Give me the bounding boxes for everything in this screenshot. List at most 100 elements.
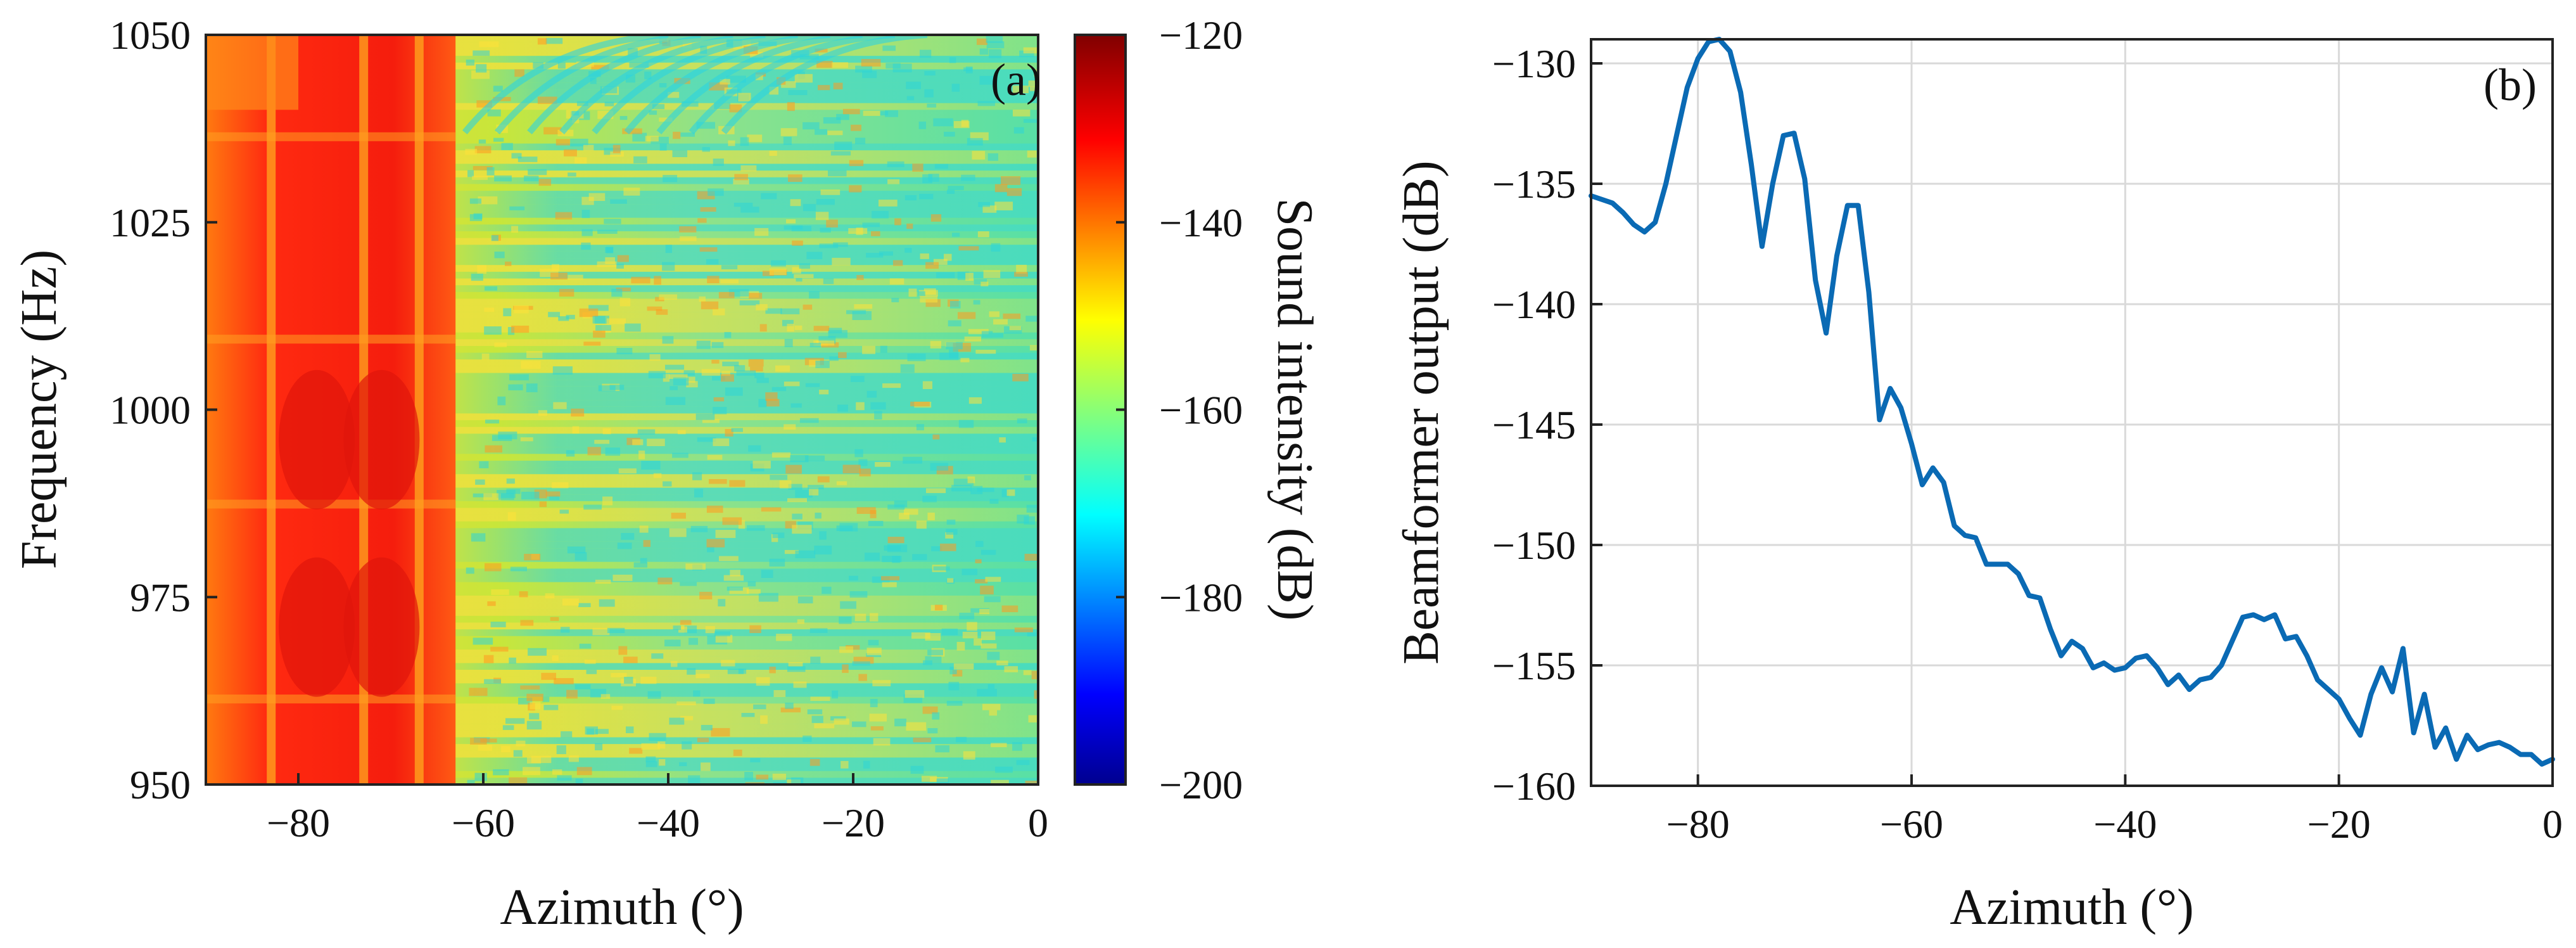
- heatmap-cell: [541, 672, 557, 680]
- heatmap-cell: [948, 186, 964, 191]
- heatmap-cell: [659, 83, 667, 87]
- heatmap-cell: [834, 718, 849, 725]
- heatmap-cell: [986, 35, 1003, 43]
- heatmap-cell: [585, 726, 598, 735]
- heatmap-cell: [721, 371, 730, 376]
- heatmap-cell: [946, 189, 955, 194]
- heatmap-cell: [953, 663, 974, 670]
- heatmap-cell: [467, 779, 475, 785]
- heatmap-cell: [949, 667, 957, 674]
- heatmap-cell: [809, 343, 822, 348]
- heatmap-cell: [850, 376, 865, 382]
- heatmap-cell: [1013, 127, 1024, 134]
- heatmap-cell: [718, 556, 739, 561]
- heatmap-cell: [733, 749, 742, 756]
- heatmap-cell: [594, 440, 610, 444]
- heatmap-cell: [862, 345, 875, 354]
- heatmap-cell: [903, 456, 923, 464]
- heatmap-cell: [662, 336, 674, 344]
- heatmap-cell: [780, 128, 797, 136]
- heatmap-cell: [776, 634, 792, 641]
- heatmap-cell: [880, 576, 899, 580]
- heatmap-cell: [465, 148, 478, 155]
- heatmap-cell: [610, 199, 627, 204]
- heatmap-cell: [680, 236, 697, 241]
- heatmap-cell: [817, 476, 830, 483]
- heatmap-cell: [680, 715, 694, 721]
- heatmap-cell: [467, 170, 474, 177]
- heatmap-cell: [659, 294, 678, 300]
- heatmap-cell: [555, 212, 573, 220]
- heatmap-cell: [633, 562, 648, 568]
- heatmap-cell: [604, 148, 621, 155]
- heatmap-cell: [553, 402, 567, 409]
- heatmap-cell: [610, 151, 624, 157]
- heatmap-cell: [494, 342, 507, 347]
- heatmap-cell: [738, 93, 751, 102]
- heatmap-cell: [706, 539, 725, 548]
- heatmap-cell: [894, 719, 907, 727]
- heatmap-cell: [750, 51, 764, 58]
- heatmap-band: [437, 474, 1038, 481]
- colorbar-tick-label: −120: [1159, 13, 1243, 58]
- heatmap-band: [437, 413, 1038, 421]
- heatmap-lobe-gap: [206, 335, 456, 344]
- heatmap-cell: [676, 701, 696, 705]
- heatmap-cell: [557, 129, 574, 137]
- heatmap-cell: [925, 262, 939, 269]
- heatmap-cell: [906, 223, 913, 229]
- heatmap-cell: [663, 175, 678, 183]
- heatmap-cell: [918, 121, 927, 129]
- heatmap-cell: [592, 316, 606, 324]
- heatmap-cell: [996, 660, 1008, 666]
- heatmap-band: [437, 467, 1038, 475]
- heatmap-cell: [542, 696, 550, 702]
- heatmap-cell: [643, 540, 650, 548]
- heatmap-cell: [669, 717, 685, 725]
- heatmap-cell: [631, 276, 650, 284]
- heatmap-cell: [668, 92, 680, 98]
- heatmap-cell: [792, 525, 812, 534]
- heatmap-band: [437, 56, 1038, 63]
- heatmap-cell: [866, 253, 884, 258]
- heatmap-cell: [1001, 489, 1010, 497]
- heatmap-cell: [936, 778, 949, 784]
- heatmap-cell: [479, 461, 489, 468]
- heatmap-cell: [741, 713, 755, 717]
- heatmap-cell: [543, 127, 562, 135]
- heatmap-cell: [1017, 418, 1027, 424]
- heatmap-band: [437, 197, 1038, 205]
- heatmap-band: [437, 319, 1038, 326]
- heatmap-cell: [814, 546, 832, 554]
- colorbar-tick-label: −140: [1159, 200, 1243, 245]
- heatmap-cell: [838, 352, 847, 359]
- heatmap-cell: [920, 253, 929, 259]
- heatmap-cell: [671, 661, 678, 667]
- heatmap-cell: [747, 581, 756, 587]
- heatmap-y-ticks: 950 975 1000 1025 1050: [110, 13, 217, 807]
- heatmap-cell: [648, 371, 666, 378]
- heatmap-cell: [718, 599, 726, 606]
- heatmap-cell: [794, 74, 813, 83]
- heatmap-cell: [769, 558, 785, 567]
- heatmap-cell: [616, 264, 624, 269]
- heatmap-cell: [918, 291, 925, 297]
- heatmap-cell: [782, 319, 794, 326]
- heatmap-cell: [982, 703, 1001, 710]
- heatmap-cell: [861, 59, 881, 67]
- heatmap-cell: [586, 670, 597, 674]
- heatmap-cell: [932, 434, 940, 440]
- heatmap-cell: [550, 617, 559, 621]
- heatmap-cell: [862, 222, 880, 227]
- heatmap-cell: [951, 485, 972, 492]
- heatmap-cell: [659, 759, 666, 766]
- heatmap-cell: [753, 704, 766, 710]
- heatmap-cell: [762, 271, 774, 276]
- heatmap-cell: [566, 314, 575, 319]
- heatmap-cell: [505, 718, 525, 724]
- heatmap-cell: [794, 274, 814, 279]
- heatmap-cell: [641, 461, 661, 470]
- heatmap-cell: [964, 336, 982, 342]
- heatmap-cell: [494, 175, 512, 182]
- heatmap-cell: [951, 233, 960, 237]
